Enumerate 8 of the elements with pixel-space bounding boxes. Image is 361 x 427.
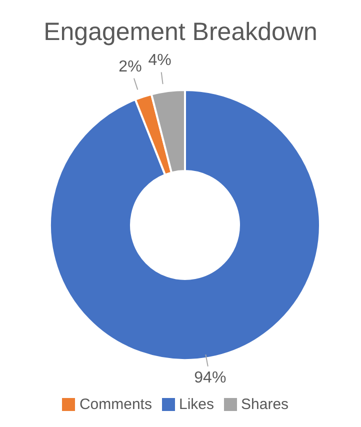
donut-slice — [49, 89, 321, 361]
data-label: 4% — [148, 52, 172, 69]
legend-label: Shares — [241, 396, 289, 413]
data-label: 2% — [118, 58, 142, 76]
data-label: 94% — [194, 370, 226, 387]
legend-label: Comments — [79, 396, 152, 413]
legend-label: Likes — [178, 396, 214, 413]
chart-title: Engagement Breakdown — [44, 18, 318, 46]
